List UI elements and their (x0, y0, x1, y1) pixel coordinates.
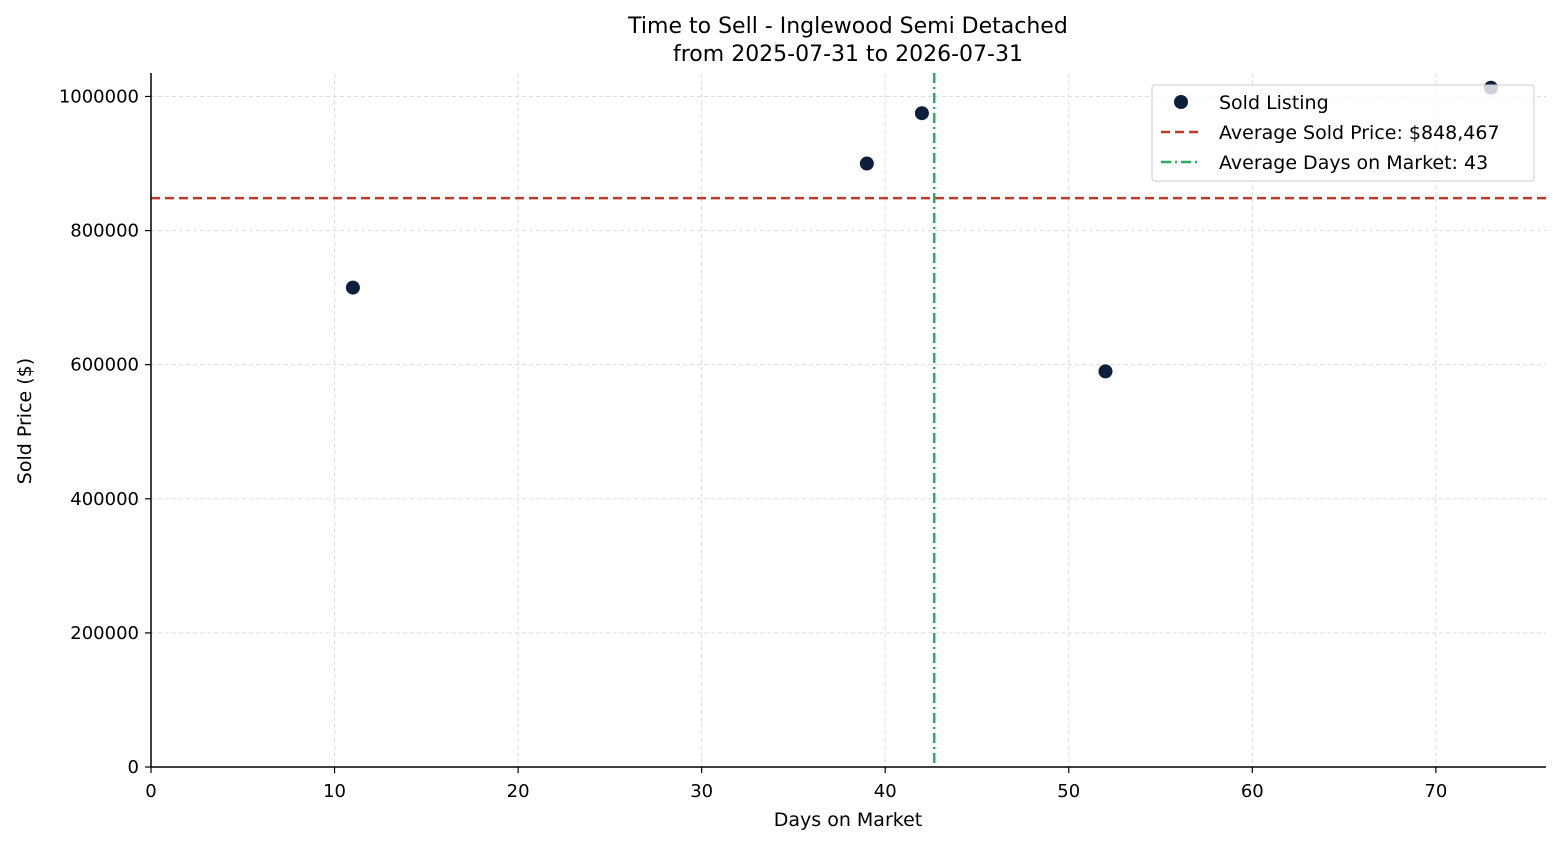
legend-label-avg-price: Average Sold Price: $848,467 (1219, 122, 1500, 144)
chart-subtitle: from 2025-07-31 to 2026-07-31 (673, 42, 1023, 67)
y-tick-label: 200000 (70, 623, 139, 644)
x-axis-label: Days on Market (774, 809, 922, 831)
legend-label-avg-days: Average Days on Market: 43 (1219, 152, 1488, 174)
data-point (859, 156, 874, 171)
x-tick-label: 40 (874, 781, 897, 802)
legend-marker-sold-listing (1174, 95, 1188, 109)
x-tick-label: 20 (507, 781, 530, 802)
gridlines (151, 73, 1546, 767)
x-tick-label: 10 (323, 781, 346, 802)
y-tick-label: 1000000 (59, 86, 139, 107)
x-tick-label: 60 (1241, 781, 1264, 802)
x-tick-label: 50 (1057, 781, 1080, 802)
x-axis-ticks: 0 10 20 30 40 50 60 70 (145, 767, 1447, 802)
legend-box (1151, 84, 1535, 182)
y-tick-label: 0 (128, 757, 139, 778)
legend: Sold Listing Average Sold Price: $848,46… (1151, 84, 1535, 182)
x-tick-label: 0 (145, 781, 156, 802)
y-tick-label: 600000 (70, 355, 139, 376)
y-tick-label: 800000 (70, 221, 139, 242)
axes (150, 73, 1546, 768)
data-point (1098, 364, 1113, 379)
reference-lines (151, 73, 1546, 767)
data-point (914, 106, 929, 121)
x-tick-label: 70 (1424, 781, 1447, 802)
chart-title: Time to Sell - Inglewood Semi Detached (627, 14, 1068, 39)
y-tick-label: 400000 (70, 489, 139, 510)
y-axis-ticks: 0 200000 400000 600000 800000 1000000 (59, 86, 151, 778)
data-point (345, 280, 360, 295)
y-axis-label: Sold Price ($) (14, 358, 36, 484)
x-tick-label: 30 (690, 781, 713, 802)
legend-label-sold-listing: Sold Listing (1219, 92, 1329, 114)
